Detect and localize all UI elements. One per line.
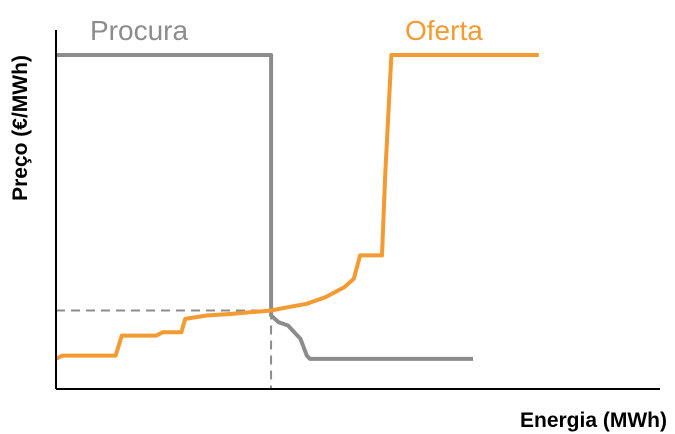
x-axis-label: Energia (MWh) <box>520 409 667 432</box>
series-line-oferta <box>56 55 539 359</box>
series-label-procura: Procura <box>90 15 188 46</box>
plot-area <box>56 55 539 389</box>
series-label-oferta: Oferta <box>405 15 483 46</box>
y-axis-label: Preço (€/MWh) <box>9 55 32 201</box>
series-line-procura <box>56 55 473 359</box>
